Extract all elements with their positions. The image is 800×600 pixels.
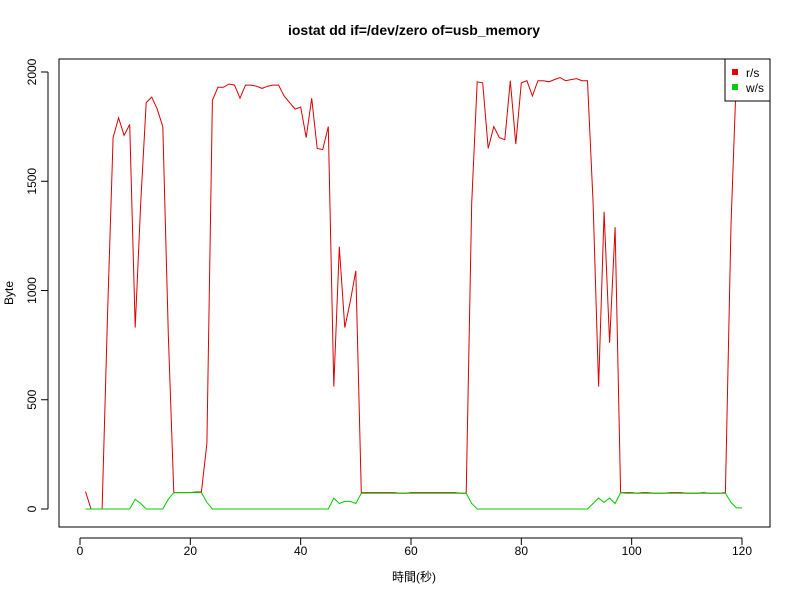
legend-swatch-rs — [732, 69, 738, 75]
y-tick-label: 2000 — [25, 58, 39, 85]
y-axis: 0 500 1000 1500 2000 — [25, 58, 49, 512]
y-tick-label: 0 — [25, 505, 39, 512]
x-axis-label: 時間(秒) — [392, 570, 436, 584]
y-tick-label: 500 — [25, 389, 39, 409]
legend: r/s w/s — [724, 58, 771, 102]
x-tick-label: 40 — [294, 544, 308, 558]
x-tick-label: 80 — [515, 544, 529, 558]
x-tick-label: 120 — [732, 544, 752, 558]
legend-label-rs: r/s — [746, 66, 759, 80]
y-axis-label: Byte — [2, 281, 16, 305]
series-layer — [85, 71, 742, 510]
y-tick-label: 1000 — [25, 277, 39, 304]
series-line-ws — [85, 492, 742, 510]
legend-box — [724, 58, 771, 102]
x-tick-label: 20 — [184, 544, 198, 558]
x-axis: 0 20 40 60 80 100 120 — [77, 537, 752, 558]
y-tick-label: 1500 — [25, 168, 39, 195]
chart-title: iostat dd if=/dev/zero of=usb_memory — [288, 22, 540, 38]
series-line-rs — [85, 71, 742, 510]
x-tick-label: 0 — [77, 544, 84, 558]
legend-swatch-ws — [732, 84, 738, 90]
legend-label-ws: w/s — [745, 81, 764, 95]
plot-frame — [58, 58, 771, 528]
x-tick-label: 100 — [622, 544, 642, 558]
x-tick-label: 60 — [404, 544, 418, 558]
